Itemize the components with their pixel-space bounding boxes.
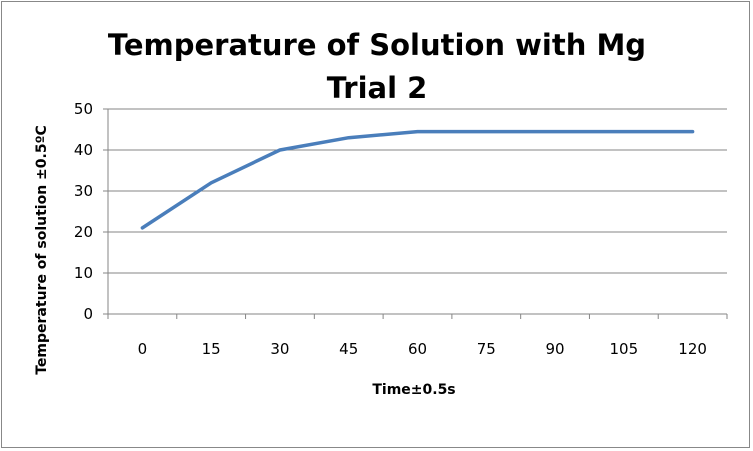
- y-tick-label: 0: [83, 305, 93, 323]
- gridlines: [108, 108, 727, 274]
- x-tick-labels: 0 15 30 45 60 75 90 105 120: [138, 340, 707, 358]
- y-tick-label: 40: [74, 141, 93, 159]
- series-line-0: [140, 129, 695, 230]
- y-tick-labels: 0 10 20 30 40 50: [74, 100, 93, 323]
- x-tick-label: 120: [678, 340, 707, 358]
- x-tick-label: 15: [202, 340, 221, 358]
- x-tick-label: 45: [339, 340, 358, 358]
- x-axis-label: Time±0.5s: [372, 382, 455, 398]
- x-tick-label: 75: [477, 340, 496, 358]
- x-tick-label: 30: [270, 340, 289, 358]
- y-tick-label: 20: [74, 223, 93, 241]
- series-group: [140, 129, 695, 230]
- axes: [103, 108, 728, 319]
- x-tick-label: 105: [610, 340, 639, 358]
- chart-title-line2: Trial 2: [327, 71, 428, 105]
- x-tick-label: 60: [408, 340, 427, 358]
- chart-title-line1: Temperature of Solution with Mg: [108, 28, 646, 62]
- y-axis-label: Temperature of solution ±0.5ºC: [34, 125, 50, 375]
- y-tick-label: 10: [74, 264, 93, 282]
- y-tick-label: 30: [74, 182, 93, 200]
- x-tick-label: 0: [138, 340, 148, 358]
- x-tick-label: 90: [546, 340, 565, 358]
- y-tick-label: 50: [74, 100, 93, 118]
